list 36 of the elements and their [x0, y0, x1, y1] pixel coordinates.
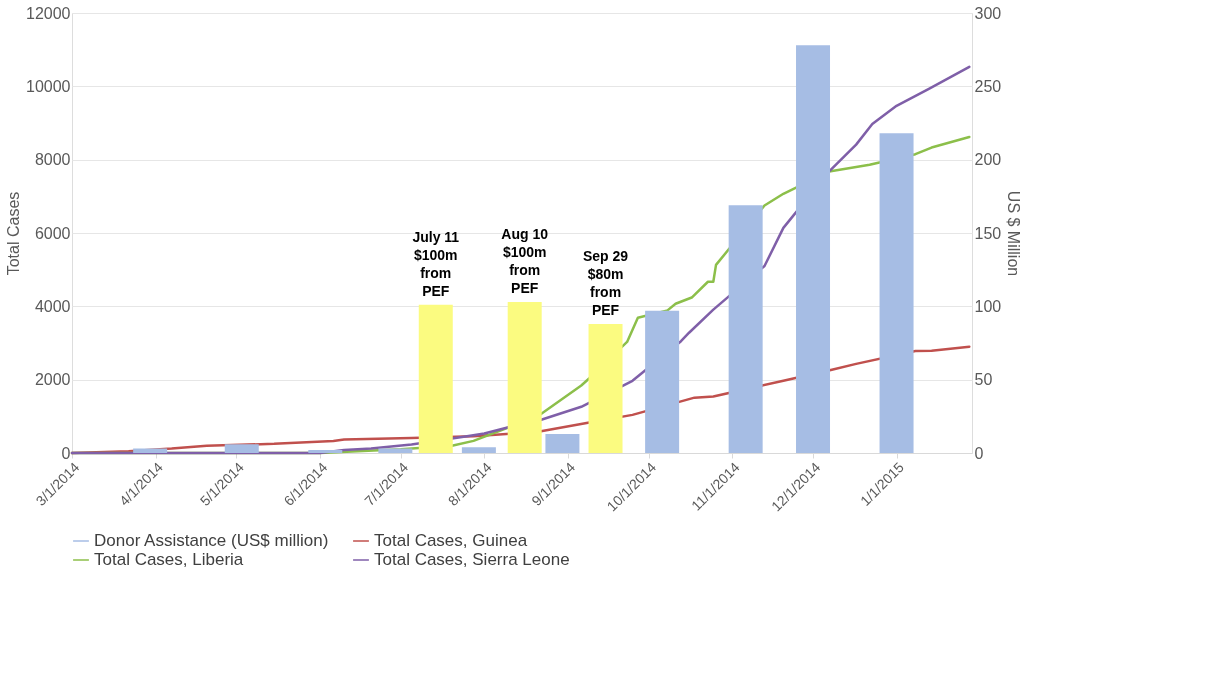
annotation: Aug 10 $100m from PEF	[501, 225, 549, 296]
y2-tick-label: 0	[974, 444, 984, 462]
bar	[461, 447, 496, 453]
y2-tick-label: 250	[974, 77, 1002, 95]
y2-tick-label: 50	[974, 371, 993, 389]
y2-tick-label: 150	[974, 224, 1002, 242]
y-tick-label: 0	[61, 444, 71, 462]
bar	[133, 448, 168, 453]
bar	[418, 304, 453, 453]
bar	[224, 444, 259, 453]
bar	[378, 448, 413, 453]
bar	[545, 433, 580, 453]
annotation: Sep 29 $80m from PEF	[582, 247, 629, 318]
bar	[728, 205, 763, 453]
y-tick-label: 12000	[26, 4, 71, 22]
y2-axis-title: US $ Million	[1005, 190, 1023, 277]
y-tick-label: 8000	[34, 151, 71, 169]
bar	[308, 450, 343, 453]
legend-label: Donor Assistance (US$ million)	[94, 531, 329, 550]
y-tick-label: 4000	[34, 297, 71, 315]
legend-label: Total Cases, Guinea	[374, 531, 528, 550]
y-axis-title: Total Cases	[5, 191, 23, 276]
y-tick-label: 6000	[34, 224, 71, 242]
bar	[879, 133, 914, 453]
y2-tick-label: 300	[974, 4, 1002, 22]
y-tick-label: 2000	[34, 371, 71, 389]
legend-label: Total Cases, Sierra Leone	[374, 550, 570, 569]
legend-label: Total Cases, Liberia	[94, 550, 244, 569]
y-tick-label: 10000	[26, 77, 71, 95]
y2-tick-label: 100	[974, 297, 1002, 315]
bar	[645, 310, 680, 453]
y2-tick-label: 200	[974, 151, 1002, 169]
bar	[588, 323, 623, 453]
annotation: July 11 $100m from PEF	[412, 228, 460, 299]
bar	[796, 45, 831, 453]
bar	[507, 301, 542, 453]
